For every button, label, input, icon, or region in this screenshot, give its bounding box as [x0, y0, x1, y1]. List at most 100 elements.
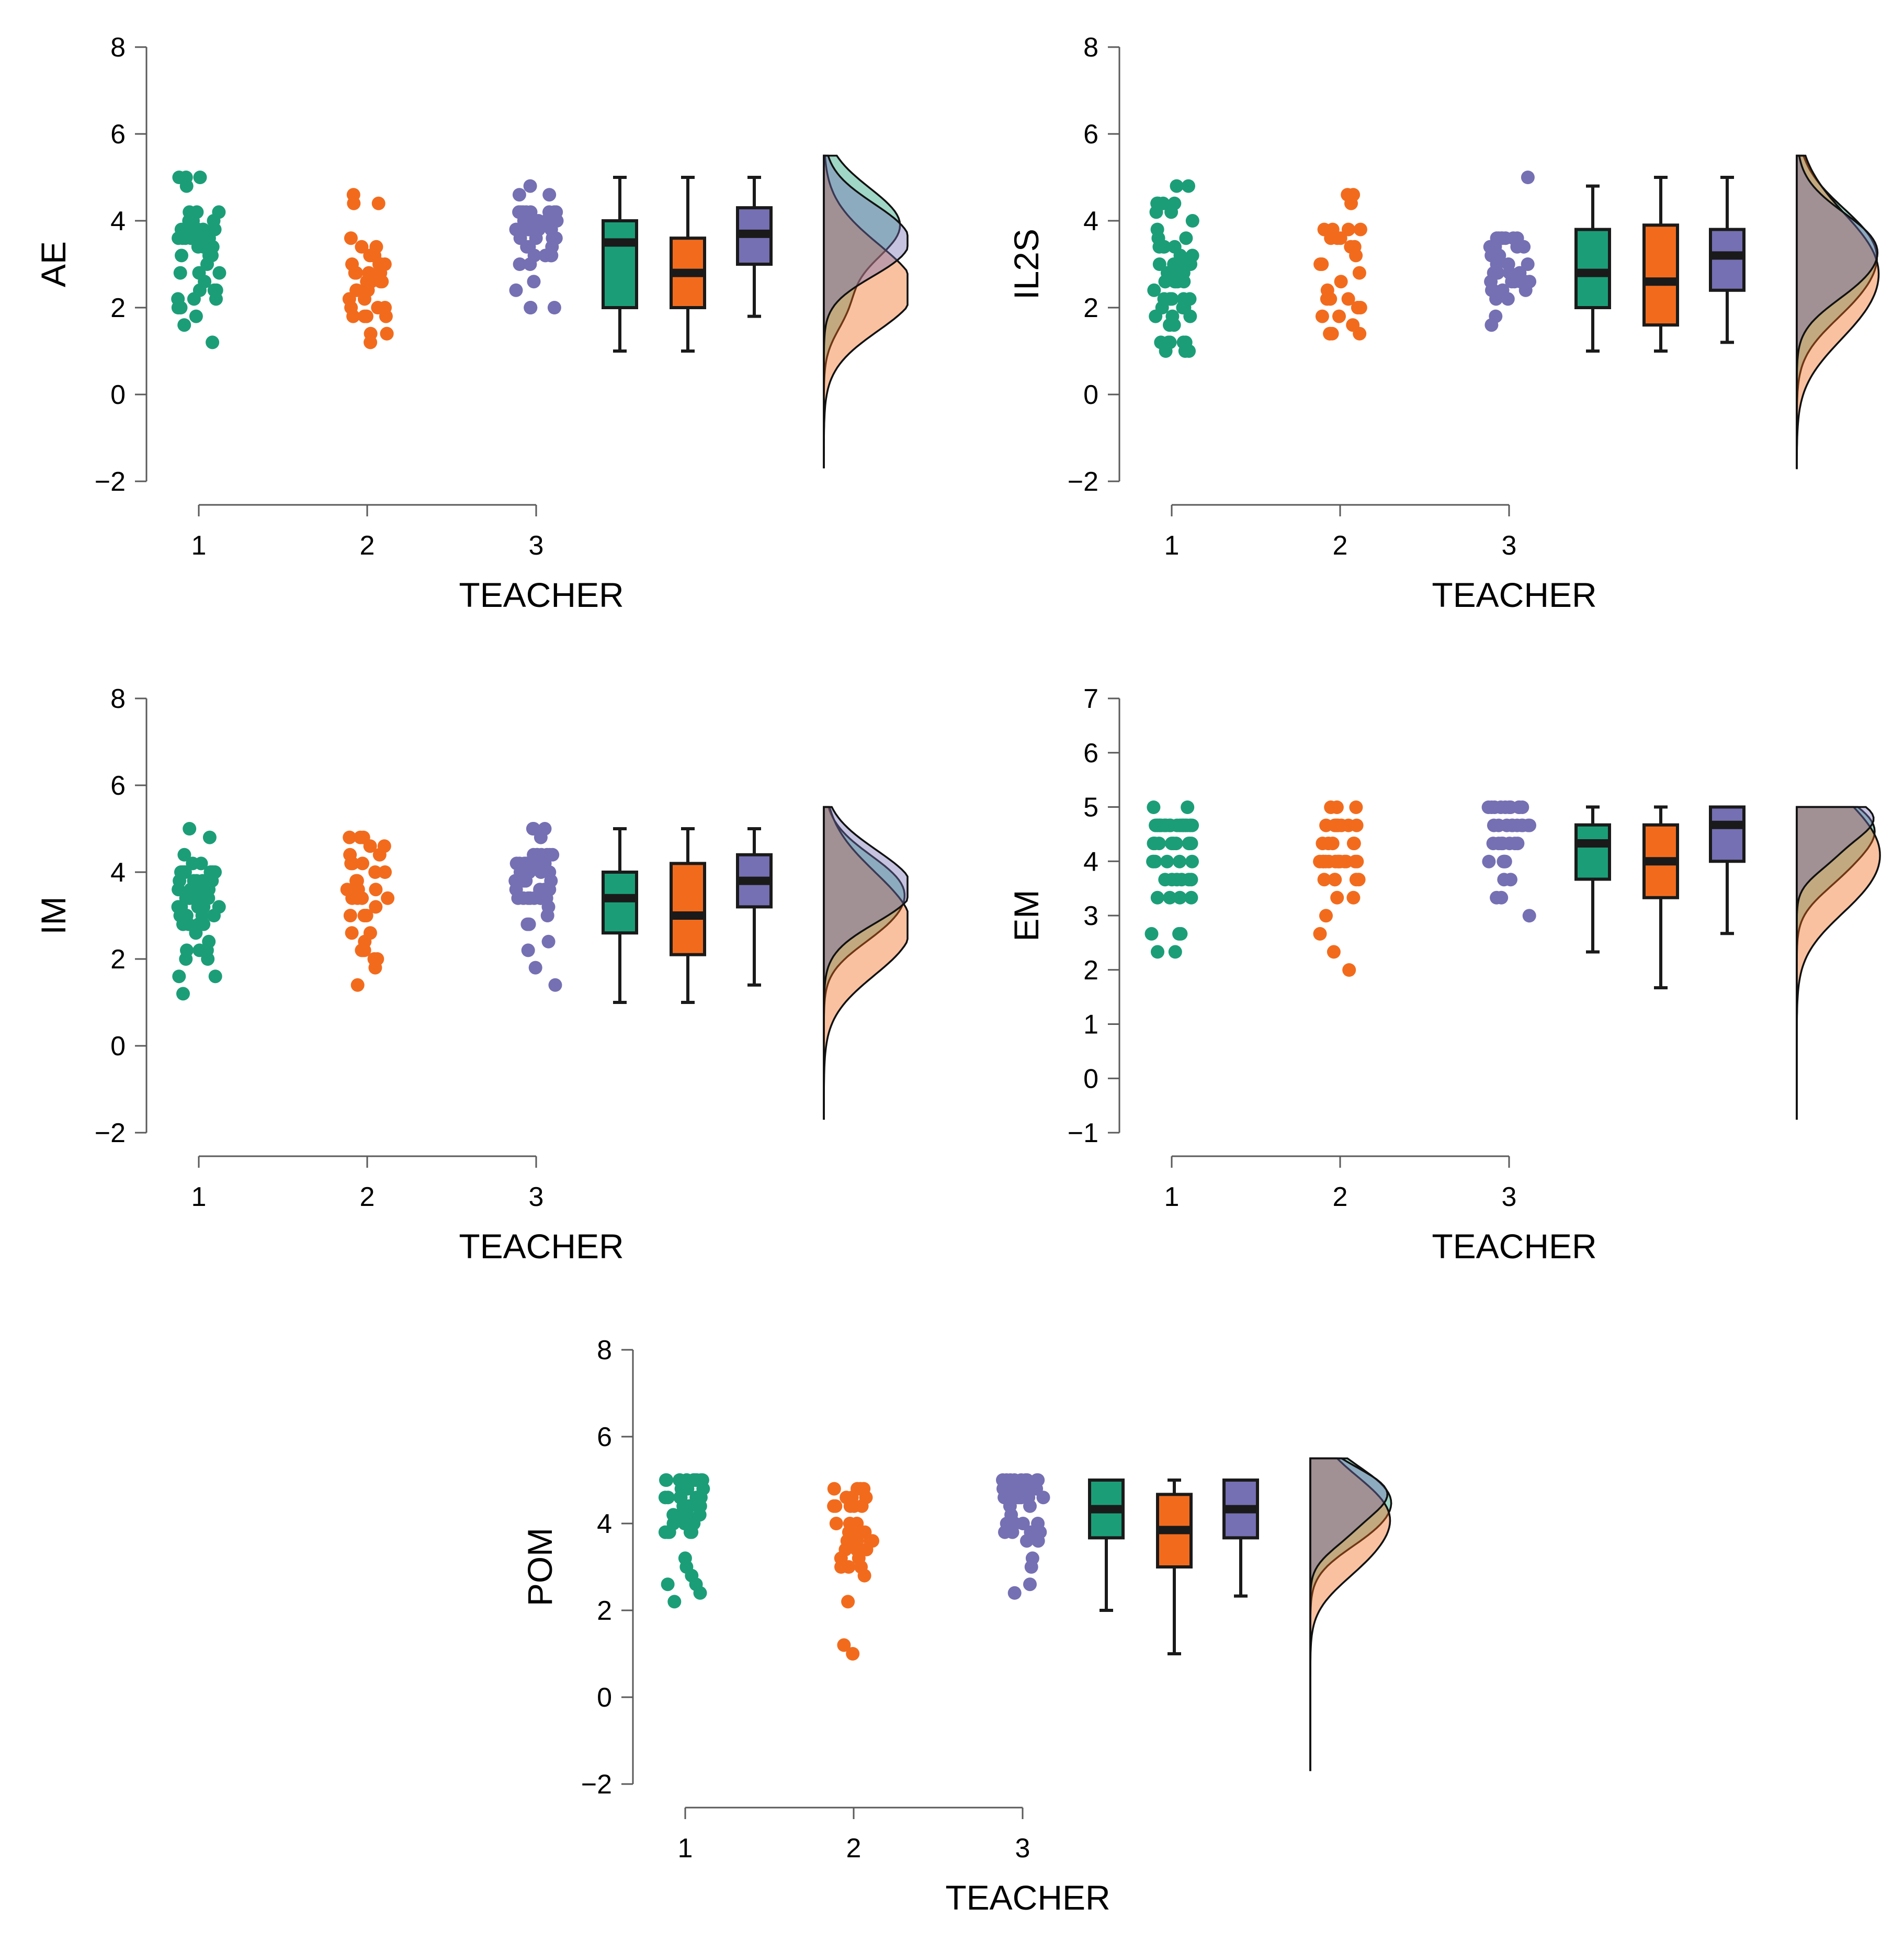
y-tick-label: −2: [1068, 467, 1098, 497]
data-point-group-1: [1179, 231, 1193, 245]
data-point-group-2: [344, 231, 358, 245]
data-point-group-2: [369, 900, 383, 914]
data-point-group-3: [1497, 854, 1511, 868]
x-tick-label: 2: [1333, 531, 1348, 561]
density-cloud-group-3: [823, 154, 909, 469]
density-cloud-group-3: [1796, 154, 1879, 469]
y-axis-title: IL2S: [1007, 229, 1046, 300]
data-point-group-2: [1319, 909, 1333, 923]
data-point-group-1: [1147, 283, 1161, 297]
data-point-group-2: [1344, 240, 1358, 254]
data-point-group-3: [1521, 818, 1535, 832]
data-point-group-2: [1327, 945, 1341, 959]
data-point-group-3: [1517, 240, 1531, 254]
data-point-group-3: [549, 231, 563, 245]
data-point-group-2: [355, 891, 369, 905]
data-point-group-2: [1349, 800, 1363, 814]
data-point-group-3: [1491, 266, 1505, 280]
data-point-group-3: [998, 1525, 1012, 1539]
data-point-group-3: [539, 214, 553, 228]
y-tick-label: 0: [110, 1031, 126, 1062]
box-group-2: [1642, 223, 1679, 327]
data-point-group-1: [1170, 179, 1184, 193]
y-tick-label: 8: [110, 684, 126, 714]
x-axis-title: TEACHER: [459, 1227, 624, 1266]
data-point-group-2: [834, 1560, 848, 1574]
data-point-group-2: [840, 1534, 854, 1548]
data-point-group-1: [172, 171, 186, 184]
y-tick-label: 6: [1083, 119, 1098, 150]
data-point-group-3: [549, 205, 563, 219]
data-point-group-1: [177, 318, 191, 332]
chart-panel-ae: −2 0 2 4 6 8 AE 1 2 3 TEACHER: [21, 21, 909, 628]
data-point-group-1: [173, 266, 187, 280]
data-point-group-2: [851, 1482, 864, 1496]
data-point-group-1: [177, 848, 191, 862]
data-point-group-2: [1347, 837, 1361, 851]
data-point-group-1: [1164, 205, 1178, 219]
y-tick-label: 6: [110, 119, 126, 150]
data-point-group-1: [1173, 890, 1187, 905]
data-point-group-1: [1168, 945, 1182, 959]
data-point-group-1: [1164, 292, 1178, 306]
y-axis-title: IM: [34, 896, 73, 934]
data-point-group-1: [658, 1525, 672, 1539]
y-tick-label: 6: [597, 1422, 612, 1452]
data-point-group-2: [1333, 231, 1347, 245]
data-point-group-1: [1185, 214, 1199, 228]
x-tick-label: 3: [1015, 1833, 1030, 1864]
data-point-group-3: [1486, 283, 1500, 297]
data-point-group-1: [1176, 818, 1190, 832]
data-point-group-1: [174, 865, 188, 879]
data-point-group-1: [179, 909, 194, 922]
data-point-group-2: [380, 326, 394, 341]
data-point-group-3: [1020, 1534, 1034, 1548]
data-point-group-3: [521, 943, 535, 957]
data-point-group-3: [512, 205, 526, 219]
x-tick-label: 2: [360, 1182, 375, 1212]
data-point-group-3: [1024, 1560, 1038, 1574]
data-point-group-3: [1505, 818, 1520, 832]
data-point-group-1: [212, 266, 226, 280]
data-point-group-1: [183, 205, 197, 219]
data-point-group-2: [358, 292, 371, 306]
data-point-group-3: [523, 257, 537, 271]
y-tick-label: 1: [1083, 1010, 1098, 1040]
data-point-group-1: [1176, 266, 1191, 280]
y-tick-label: −2: [95, 467, 126, 497]
data-point-group-2: [377, 839, 391, 853]
data-point-group-1: [176, 987, 190, 1001]
data-point-group-1: [193, 171, 207, 184]
chart-panel-pom: −2 0 2 4 6 8 POM 1 2 3 TEACHER: [507, 1324, 1392, 1931]
data-point-group-3: [509, 222, 523, 236]
data-point-group-2: [1330, 800, 1344, 814]
x-tick-label: 2: [1333, 1182, 1348, 1212]
y-axis-title: AE: [34, 241, 73, 287]
data-point-group-3: [1522, 909, 1536, 923]
data-point-group-2: [863, 1534, 877, 1548]
x-tick-label: 3: [529, 531, 544, 561]
data-point-group-1: [208, 969, 222, 984]
data-point-group-1: [1165, 309, 1180, 323]
y-tick-label: 6: [110, 771, 126, 801]
data-point-group-1: [1165, 837, 1179, 851]
data-point-group-2: [343, 830, 357, 844]
data-point-group-2: [1334, 818, 1348, 832]
data-point-group-3: [1505, 275, 1519, 289]
data-point-group-3: [1024, 1482, 1038, 1496]
chart-panel-im: −2 0 2 4 6 8 IM 1 2 3 TEACHER: [21, 672, 909, 1279]
y-tick-label: 0: [1083, 1064, 1098, 1094]
y-axis-title: POM: [520, 1528, 559, 1606]
data-point-group-2: [381, 891, 395, 905]
data-point-group-3: [541, 934, 556, 949]
y-tick-label: 4: [110, 206, 126, 236]
data-point-group-2: [359, 909, 373, 922]
x-tick-label: 1: [191, 531, 207, 561]
data-point-group-1: [1152, 257, 1166, 271]
data-point-group-2: [347, 196, 361, 210]
data-point-group-2: [366, 249, 380, 263]
data-point-group-3: [527, 822, 541, 836]
chart-panel-em: −1 0 1 2 3 4 5 6 7 EM 1 2 3 TEACHER: [994, 672, 1881, 1279]
data-point-group-1: [1151, 945, 1164, 959]
data-point-group-1: [202, 934, 216, 949]
